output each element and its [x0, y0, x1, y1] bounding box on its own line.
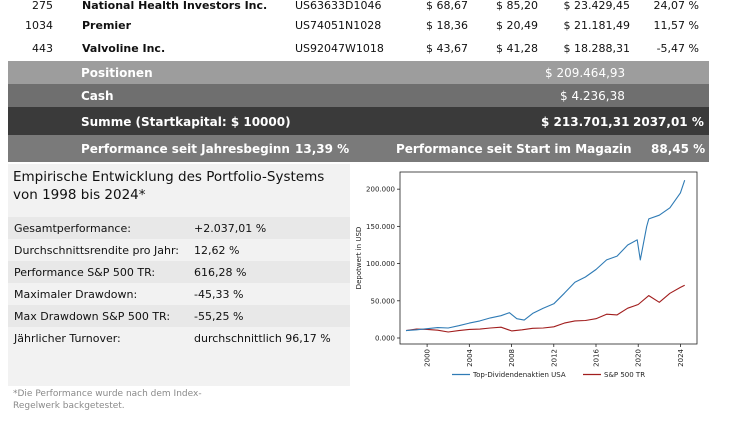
- qty-cell: 275: [32, 0, 53, 12]
- buy-price-cell: $ 68,67: [426, 0, 468, 12]
- current-price-cell: $ 41,28: [496, 42, 538, 55]
- y-tick-label: 100.000: [366, 260, 395, 268]
- table-row: 275 National Health Investors Inc. US636…: [8, 0, 709, 16]
- legend-label: Top-Dividendenaktien USA: [472, 371, 566, 379]
- y-tick-label: 150.000: [366, 223, 395, 231]
- positions-label: Positionen: [81, 66, 153, 80]
- x-tick-label: 2024: [677, 348, 685, 366]
- ytd-label: Performance seit Jahresbeginn: [81, 142, 290, 156]
- value-cell: $ 23.429,45: [563, 0, 630, 12]
- stats-title-line1: Empirische Entwicklung des Portfolio-Sys…: [13, 169, 325, 185]
- y-tick-label: 0.000: [375, 335, 395, 343]
- name-cell: National Health Investors Inc.: [82, 0, 268, 12]
- y-tick-label: 50.000: [371, 297, 396, 305]
- positions-value: $ 209.464,93: [545, 66, 626, 80]
- current-price-cell: $ 20,49: [496, 19, 538, 32]
- stats-title-line2: von 1998 bis 2024*: [13, 187, 146, 203]
- stat-label: Performance S&P 500 TR:: [14, 266, 156, 279]
- sum-performance: 2037,01 %: [633, 115, 704, 129]
- ytd-value: 13,39 %: [295, 142, 350, 156]
- stats-row: Jährlicher Turnover: durchschnittlich 96…: [8, 327, 350, 349]
- isin-cell: US74051N1028: [295, 19, 382, 32]
- isin-cell: US92047W1018: [295, 42, 384, 55]
- x-tick-label: 2020: [635, 349, 643, 367]
- name-cell: Premier: [82, 19, 132, 32]
- start-label: Performance seit Start im Magazin: [396, 142, 632, 156]
- plot-frame: [399, 171, 698, 345]
- table-row: 443 Valvoline Inc. US92047W1018 $ 43,67 …: [8, 37, 709, 59]
- stat-label: Gesamtperformance:: [14, 222, 131, 235]
- stat-label: Maximaler Drawdown:: [14, 288, 138, 301]
- stats-row: Maximaler Drawdown: -45,33 %: [8, 283, 350, 305]
- y-axis-label: Depotwert in USD: [355, 227, 363, 290]
- start-value: 88,45 %: [651, 142, 706, 156]
- footnote: *Die Performance wurde nach dem Index- R…: [13, 388, 202, 412]
- cash-label: Cash: [81, 89, 114, 103]
- stats-row: Performance S&P 500 TR: 616,28 %: [8, 261, 350, 283]
- stat-value: +2.037,01 %: [194, 222, 267, 235]
- perf-cell: 24,07 %: [653, 0, 699, 12]
- sum-label: Summe (Startkapital: $ 10000): [81, 115, 291, 129]
- series-line: [405, 180, 686, 332]
- series-line: [405, 284, 685, 333]
- value-cell: $ 21.181,49: [563, 19, 630, 32]
- positions-row: Positionen $ 209.464,93: [8, 61, 709, 84]
- stats-row: Max Drawdown S&P 500 TR: -55,25 %: [8, 305, 350, 327]
- perf-cell: 11,57 %: [653, 19, 699, 32]
- sum-value: $ 213.701,31: [541, 115, 630, 129]
- x-tick-label: 2016: [593, 348, 601, 366]
- stat-value: durchschnittlich 96,17 %: [194, 332, 331, 345]
- footnote-line2: Regelwerk backgetestet.: [13, 401, 125, 411]
- x-tick-label: 2008: [508, 349, 516, 367]
- x-tick-label: 2004: [466, 348, 474, 366]
- performance-chart: 0.000 50.000 100.000 150.000 200.000 2000 200…: [350, 164, 709, 386]
- qty-cell: 1034: [25, 19, 53, 32]
- footnote-line1: *Die Performance wurde nach dem Index-: [13, 389, 202, 399]
- cash-value: $ 4.236,38: [560, 89, 625, 103]
- stat-label: Jährlicher Turnover:: [14, 332, 121, 345]
- stats-row: Gesamtperformance: +2.037,01 %: [8, 217, 350, 239]
- stat-value: -55,25 %: [194, 310, 244, 323]
- stats-title: Empirische Entwicklung des Portfolio-Sys…: [13, 168, 324, 204]
- stat-value: 616,28 %: [194, 266, 247, 279]
- current-price-cell: $ 85,20: [496, 0, 538, 12]
- qty-cell: 443: [32, 42, 53, 55]
- stat-label: Durchschnittsrendite pro Jahr:: [14, 244, 179, 257]
- perf-cell: -5,47 %: [656, 42, 699, 55]
- stat-label: Max Drawdown S&P 500 TR:: [14, 310, 171, 323]
- stat-value: -45,33 %: [194, 288, 244, 301]
- value-cell: $ 18.288,31: [563, 42, 630, 55]
- table-row: 1034 Premier US74051N1028 $ 18,36 $ 20,4…: [8, 14, 709, 36]
- legend-label: S&P 500 TR: [604, 371, 645, 379]
- isin-cell: US63633D1046: [295, 0, 382, 12]
- stat-value: 12,62 %: [194, 244, 240, 257]
- sum-row: Summe (Startkapital: $ 10000) $ 213.701,…: [8, 107, 709, 135]
- cash-row: Cash $ 4.236,38: [8, 84, 709, 107]
- x-tick-label: 2000: [424, 349, 432, 367]
- stats-row: Durchschnittsrendite pro Jahr: 12,62 %: [8, 239, 350, 261]
- performance-row: Performance seit Jahresbeginn 13,39 % Pe…: [8, 135, 709, 162]
- y-tick-label: 200.000: [366, 186, 395, 194]
- buy-price-cell: $ 18,36: [426, 19, 468, 32]
- name-cell: Valvoline Inc.: [82, 42, 166, 55]
- x-tick-label: 2012: [550, 349, 558, 367]
- buy-price-cell: $ 43,67: [426, 42, 468, 55]
